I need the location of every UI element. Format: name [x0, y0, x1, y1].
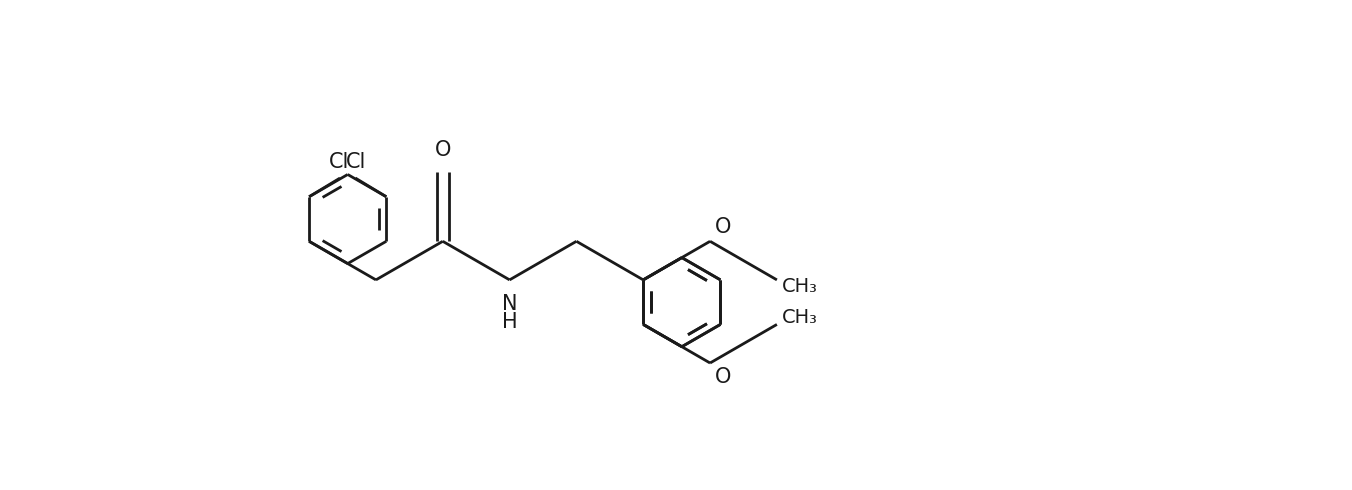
Text: Cl: Cl: [330, 151, 350, 172]
Text: O: O: [715, 367, 731, 387]
Text: CH₃: CH₃: [781, 277, 818, 296]
Text: Cl: Cl: [346, 151, 366, 172]
Text: H: H: [502, 312, 518, 332]
Text: O: O: [715, 217, 731, 237]
Text: O: O: [434, 140, 452, 160]
Text: N: N: [502, 294, 518, 315]
Text: CH₃: CH₃: [781, 308, 818, 327]
